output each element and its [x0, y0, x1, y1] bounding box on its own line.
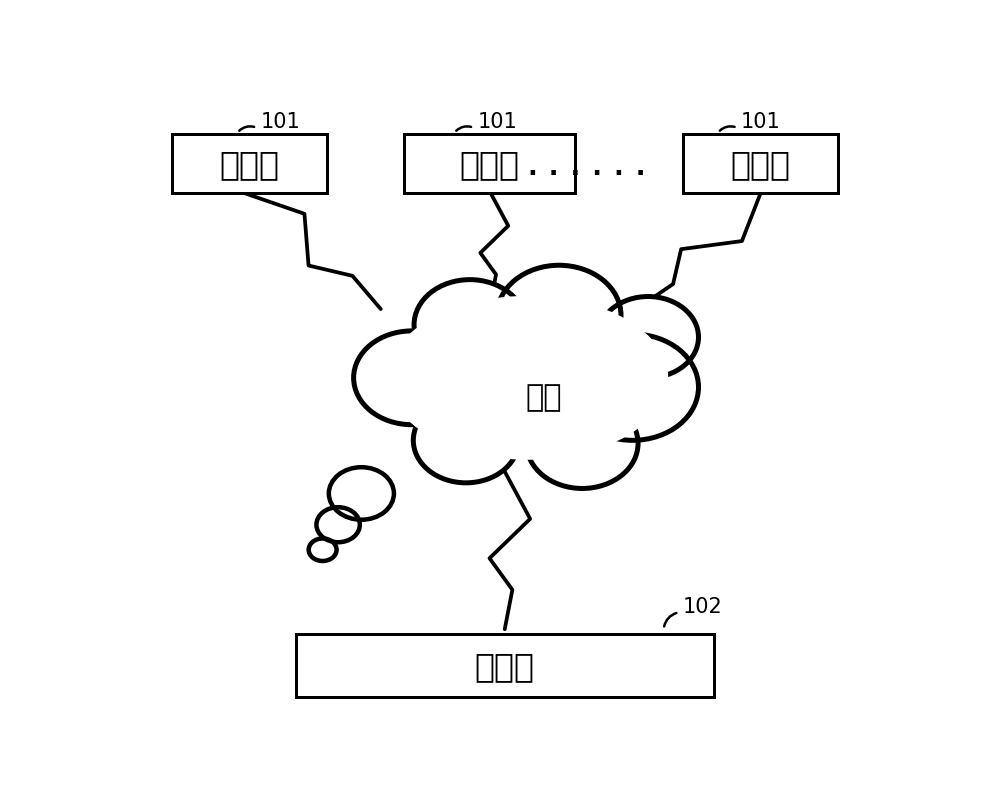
Text: ......: ......: [521, 148, 651, 182]
Circle shape: [526, 399, 638, 489]
Circle shape: [309, 539, 337, 561]
Ellipse shape: [388, 297, 668, 460]
FancyBboxPatch shape: [683, 135, 838, 194]
Circle shape: [598, 297, 698, 378]
FancyBboxPatch shape: [172, 135, 326, 194]
Text: 客户端: 客户端: [730, 148, 790, 181]
Text: 102: 102: [683, 596, 723, 616]
Circle shape: [413, 398, 519, 483]
Circle shape: [414, 281, 526, 370]
Text: 客户端: 客户端: [219, 148, 279, 181]
Text: 101: 101: [741, 112, 781, 132]
Text: 客户端: 客户端: [459, 148, 519, 181]
Text: 网络: 网络: [525, 383, 562, 411]
Text: 接收机: 接收机: [475, 649, 535, 682]
Circle shape: [567, 335, 698, 440]
FancyBboxPatch shape: [404, 135, 574, 194]
FancyBboxPatch shape: [296, 634, 714, 697]
Text: 101: 101: [261, 112, 300, 132]
Circle shape: [354, 332, 470, 425]
Circle shape: [497, 266, 621, 366]
Circle shape: [329, 468, 394, 520]
Text: 101: 101: [478, 112, 517, 132]
Circle shape: [316, 508, 360, 543]
Circle shape: [439, 313, 586, 431]
